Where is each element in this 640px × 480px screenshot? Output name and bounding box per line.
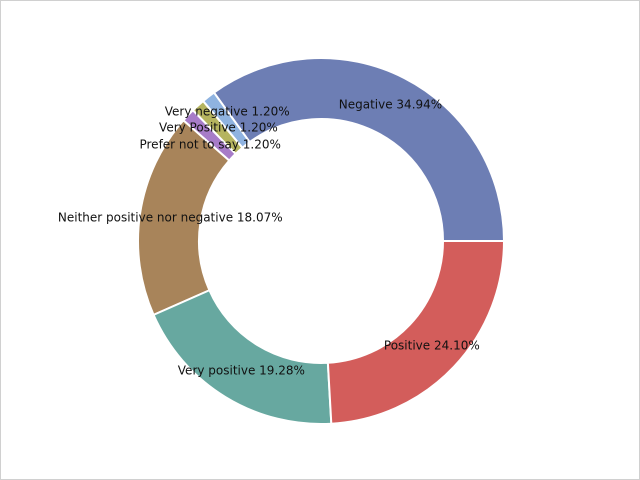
- label-very-positive: Very positive 19.28%: [178, 364, 305, 378]
- slice-negative: [212, 57, 506, 242]
- slice-positive: [326, 240, 506, 425]
- slices-group: [137, 57, 506, 425]
- label-very-positive: Very Positive 1.20%: [159, 121, 278, 135]
- label-neither-positive-nor-negative: Neither positive nor negative 18.07%: [58, 210, 283, 224]
- label-very-negative: Very negative 1.20%: [165, 104, 290, 118]
- labels-group: Negative 34.94% Very negative 1.20% Very P…: [58, 98, 480, 378]
- slice-very-positive: [152, 288, 333, 425]
- label-positive: Positive 24.10%: [384, 338, 480, 352]
- label-negative: Negative 34.94%: [339, 98, 442, 112]
- label-prefer-not-to-say: Prefer not to say 1.20%: [139, 138, 280, 152]
